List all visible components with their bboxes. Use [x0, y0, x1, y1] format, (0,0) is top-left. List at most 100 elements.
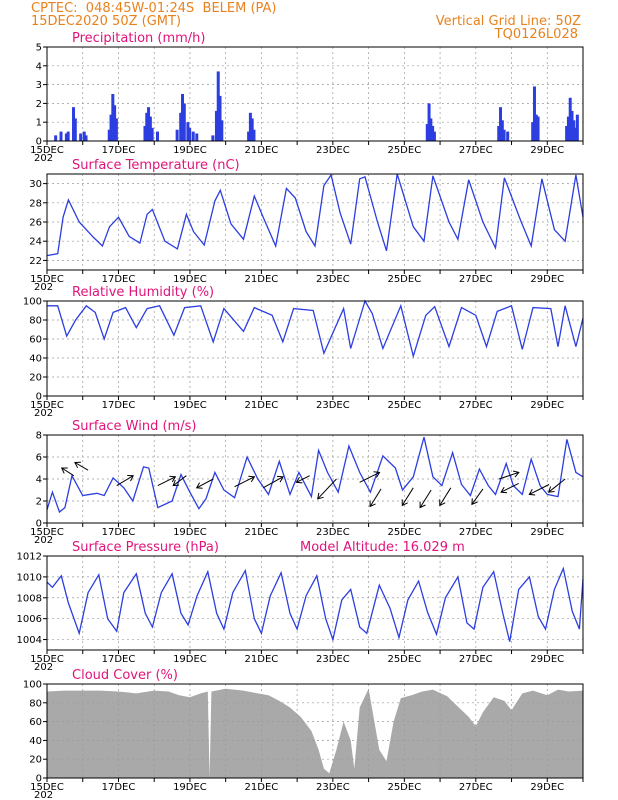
- x-tick-label: 25DEC: [387, 400, 421, 411]
- precip-bar: [497, 125, 501, 141]
- y-tick-label: 1006: [17, 614, 42, 625]
- precip-bar: [425, 124, 429, 141]
- wind-arrowhead: [169, 475, 177, 483]
- x-tick-label: 17DEC: [102, 274, 136, 285]
- precip-bar: [574, 127, 578, 141]
- precip-bar: [143, 125, 147, 141]
- wind-arrowhead: [60, 467, 68, 474]
- y-tick-label: 20: [29, 755, 42, 766]
- x-tick-label: 15DEC: [30, 145, 64, 156]
- wind-vector: [419, 489, 432, 508]
- y-tick-label: 1008: [17, 593, 42, 604]
- year-label: 202: [34, 662, 53, 673]
- precip-bar: [568, 97, 572, 141]
- wind-arrowhead: [276, 475, 284, 483]
- precip-bar: [536, 116, 540, 141]
- x-tick-label: 23DEC: [316, 400, 350, 411]
- wind-vector: [196, 478, 214, 489]
- year-label: 202: [34, 535, 53, 546]
- panel-title: Surface Pressure (hPa): [72, 540, 219, 555]
- precip-bar: [64, 133, 68, 141]
- precip-bar: [429, 118, 433, 141]
- y-tick-label: 3: [36, 80, 42, 91]
- x-tick-label: 29DEC: [530, 274, 564, 285]
- wind-arrowhead: [195, 482, 203, 489]
- precip-bar: [82, 131, 86, 141]
- precip-bar: [575, 114, 579, 141]
- y-tick-label: 1010: [17, 572, 42, 583]
- x-tick-label: 25DEC: [387, 274, 421, 285]
- panel-frame: [46, 300, 584, 397]
- y-tick-label: 22: [29, 256, 42, 267]
- panel-2: [43, 173, 584, 274]
- wind-arrowhead: [512, 470, 520, 478]
- x-tick-label: 29DEC: [530, 782, 564, 793]
- y-tick-label: 0: [36, 392, 42, 403]
- wind-arrowhead: [500, 486, 508, 494]
- precip-bar: [499, 107, 503, 141]
- precip-bar: [73, 118, 77, 141]
- wind-vector: [529, 484, 550, 495]
- y-tick-label: 0: [36, 519, 42, 530]
- wind-vector: [548, 478, 566, 493]
- wind-vector: [317, 478, 337, 500]
- precip-bar: [145, 112, 149, 141]
- x-tick-label: 29DEC: [530, 145, 564, 156]
- x-tick-label: 19DEC: [173, 782, 207, 793]
- y-tick-label: 80: [29, 698, 42, 709]
- precip-bar: [216, 71, 220, 141]
- cloud-area: [47, 688, 583, 778]
- x-tick-label: 21DEC: [245, 274, 279, 285]
- x-tick-label: 23DEC: [316, 145, 350, 156]
- wind-arrowhead: [528, 489, 536, 496]
- precip-bar: [72, 107, 76, 141]
- precip-bar: [506, 131, 510, 141]
- grid-line-note: Vertical Grid Line: 50Z: [435, 14, 581, 29]
- wind-arrowhead: [373, 471, 381, 478]
- wind-vector: [262, 476, 284, 489]
- precip-bar: [500, 120, 504, 141]
- precip-bar: [155, 131, 159, 141]
- series-line: [46, 437, 584, 514]
- panel-title: Surface Temperature (nC): [72, 158, 240, 173]
- precip-bar: [181, 94, 184, 141]
- precip-bar: [220, 120, 224, 141]
- precip-bar: [566, 116, 570, 141]
- precip-bar: [148, 116, 152, 141]
- y-tick-label: 28: [29, 198, 42, 209]
- panel-4: [43, 434, 584, 527]
- precip-bar: [534, 114, 538, 141]
- precip-bar: [114, 118, 118, 141]
- x-tick-label: 19DEC: [173, 654, 207, 665]
- panel-title: Relative Humidity (%): [72, 285, 214, 300]
- precip-bar: [54, 135, 58, 141]
- x-tick-label: 25DEC: [387, 654, 421, 665]
- y-tick-label: 5: [36, 43, 42, 54]
- x-tick-label: 27DEC: [459, 274, 493, 285]
- wind-vector: [498, 471, 519, 480]
- y-tick-label: 8: [36, 431, 42, 442]
- panel-frame: [46, 46, 584, 142]
- wind-vector: [296, 475, 310, 483]
- x-tick-label: 27DEC: [459, 782, 493, 793]
- y-tick-label: 1004: [17, 635, 42, 646]
- x-tick-label: 17DEC: [102, 145, 136, 156]
- x-tick-label: 21DEC: [245, 400, 279, 411]
- x-tick-label: 23DEC: [316, 782, 350, 793]
- y-tick-label: 60: [29, 717, 42, 728]
- wind-arrowhead: [172, 479, 180, 487]
- station-header: CPTEC: 048:45W-01:24S BELEM (PA): [31, 1, 277, 16]
- y-tick-label: 2: [36, 99, 42, 110]
- precip-bar: [502, 129, 506, 141]
- precip-bar: [195, 133, 199, 141]
- x-tick-label: 27DEC: [459, 145, 493, 156]
- series-line: [47, 299, 584, 359]
- precip-bar: [150, 127, 154, 141]
- y-tick-label: 0: [36, 137, 42, 148]
- y-tick-label: 0: [36, 774, 42, 785]
- x-tick-label: 25DEC: [387, 782, 421, 793]
- y-tick-label: 6: [36, 453, 42, 464]
- y-tick-label: 60: [29, 335, 42, 346]
- wind-arrowhead: [471, 498, 478, 506]
- precip-bar: [191, 131, 195, 141]
